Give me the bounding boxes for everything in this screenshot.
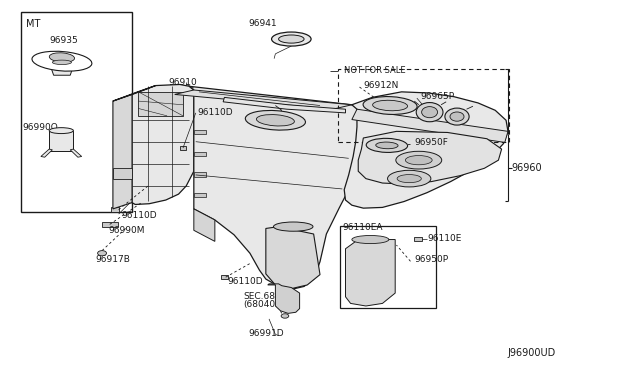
Text: 96110D: 96110D [121, 211, 157, 220]
Ellipse shape [352, 235, 389, 244]
Text: NOT FOR SALE: NOT FOR SALE [344, 66, 406, 75]
Polygon shape [70, 149, 82, 157]
Polygon shape [194, 209, 215, 241]
Bar [340, 226, 436, 308]
Text: (68040B): (68040B) [244, 300, 285, 310]
Ellipse shape [416, 103, 443, 122]
Ellipse shape [32, 51, 92, 71]
Ellipse shape [52, 60, 72, 64]
Polygon shape [266, 227, 320, 289]
Ellipse shape [388, 170, 431, 187]
Ellipse shape [397, 174, 421, 183]
Text: 96965P: 96965P [420, 92, 455, 101]
Ellipse shape [98, 251, 106, 256]
Text: 96941: 96941 [248, 19, 277, 28]
Ellipse shape [363, 97, 417, 115]
Ellipse shape [273, 222, 313, 231]
Text: 96960: 96960 [511, 163, 542, 173]
Ellipse shape [278, 35, 304, 43]
Bar [113, 168, 132, 179]
Ellipse shape [450, 112, 464, 121]
Polygon shape [189, 86, 358, 289]
Ellipse shape [405, 155, 432, 165]
Text: 96910: 96910 [168, 78, 197, 87]
Polygon shape [344, 92, 508, 208]
Polygon shape [113, 94, 132, 209]
Ellipse shape [245, 110, 305, 130]
Text: 96991D: 96991D [248, 329, 284, 338]
Ellipse shape [372, 100, 408, 111]
Text: J96900UD: J96900UD [508, 348, 556, 358]
Text: 96990M: 96990M [108, 226, 145, 235]
Text: 96110E: 96110E [427, 234, 461, 243]
Ellipse shape [281, 314, 289, 318]
Polygon shape [268, 284, 300, 313]
Text: 96935: 96935 [49, 36, 78, 45]
Text: 96110EA: 96110EA [342, 223, 383, 232]
Polygon shape [346, 240, 395, 306]
Bar [111, 208, 118, 212]
Bar [138, 92, 183, 116]
Ellipse shape [376, 142, 398, 149]
Text: 96950P: 96950P [414, 255, 449, 264]
Polygon shape [41, 149, 52, 157]
Bar [338, 68, 509, 142]
Bar [195, 193, 206, 197]
Polygon shape [175, 90, 352, 109]
Text: 96110D: 96110D [198, 108, 233, 117]
Bar [414, 237, 422, 241]
Text: 96912N: 96912N [364, 81, 399, 90]
Bar [180, 146, 186, 150]
Bar [195, 130, 206, 134]
Ellipse shape [396, 151, 442, 169]
Text: 96110D: 96110D [228, 278, 263, 286]
Text: 96990Q: 96990Q [22, 123, 58, 132]
Bar [102, 222, 118, 227]
Bar [195, 172, 206, 177]
Ellipse shape [445, 108, 469, 125]
Polygon shape [132, 84, 194, 205]
Polygon shape [352, 109, 508, 142]
Ellipse shape [49, 53, 74, 62]
Text: 96950F: 96950F [414, 138, 448, 147]
Polygon shape [49, 62, 75, 75]
Ellipse shape [257, 115, 294, 126]
Bar [20, 13, 132, 212]
Ellipse shape [422, 107, 438, 118]
Polygon shape [358, 131, 502, 184]
Bar [49, 131, 74, 151]
Text: SEC.680: SEC.680 [244, 292, 282, 301]
Ellipse shape [271, 32, 311, 46]
Bar [195, 152, 206, 157]
Text: 96917B: 96917B [96, 255, 131, 264]
Text: MT: MT [26, 19, 40, 29]
Ellipse shape [49, 128, 74, 134]
Polygon shape [113, 86, 156, 101]
Polygon shape [223, 97, 346, 113]
Ellipse shape [366, 138, 408, 153]
Bar [221, 275, 228, 279]
